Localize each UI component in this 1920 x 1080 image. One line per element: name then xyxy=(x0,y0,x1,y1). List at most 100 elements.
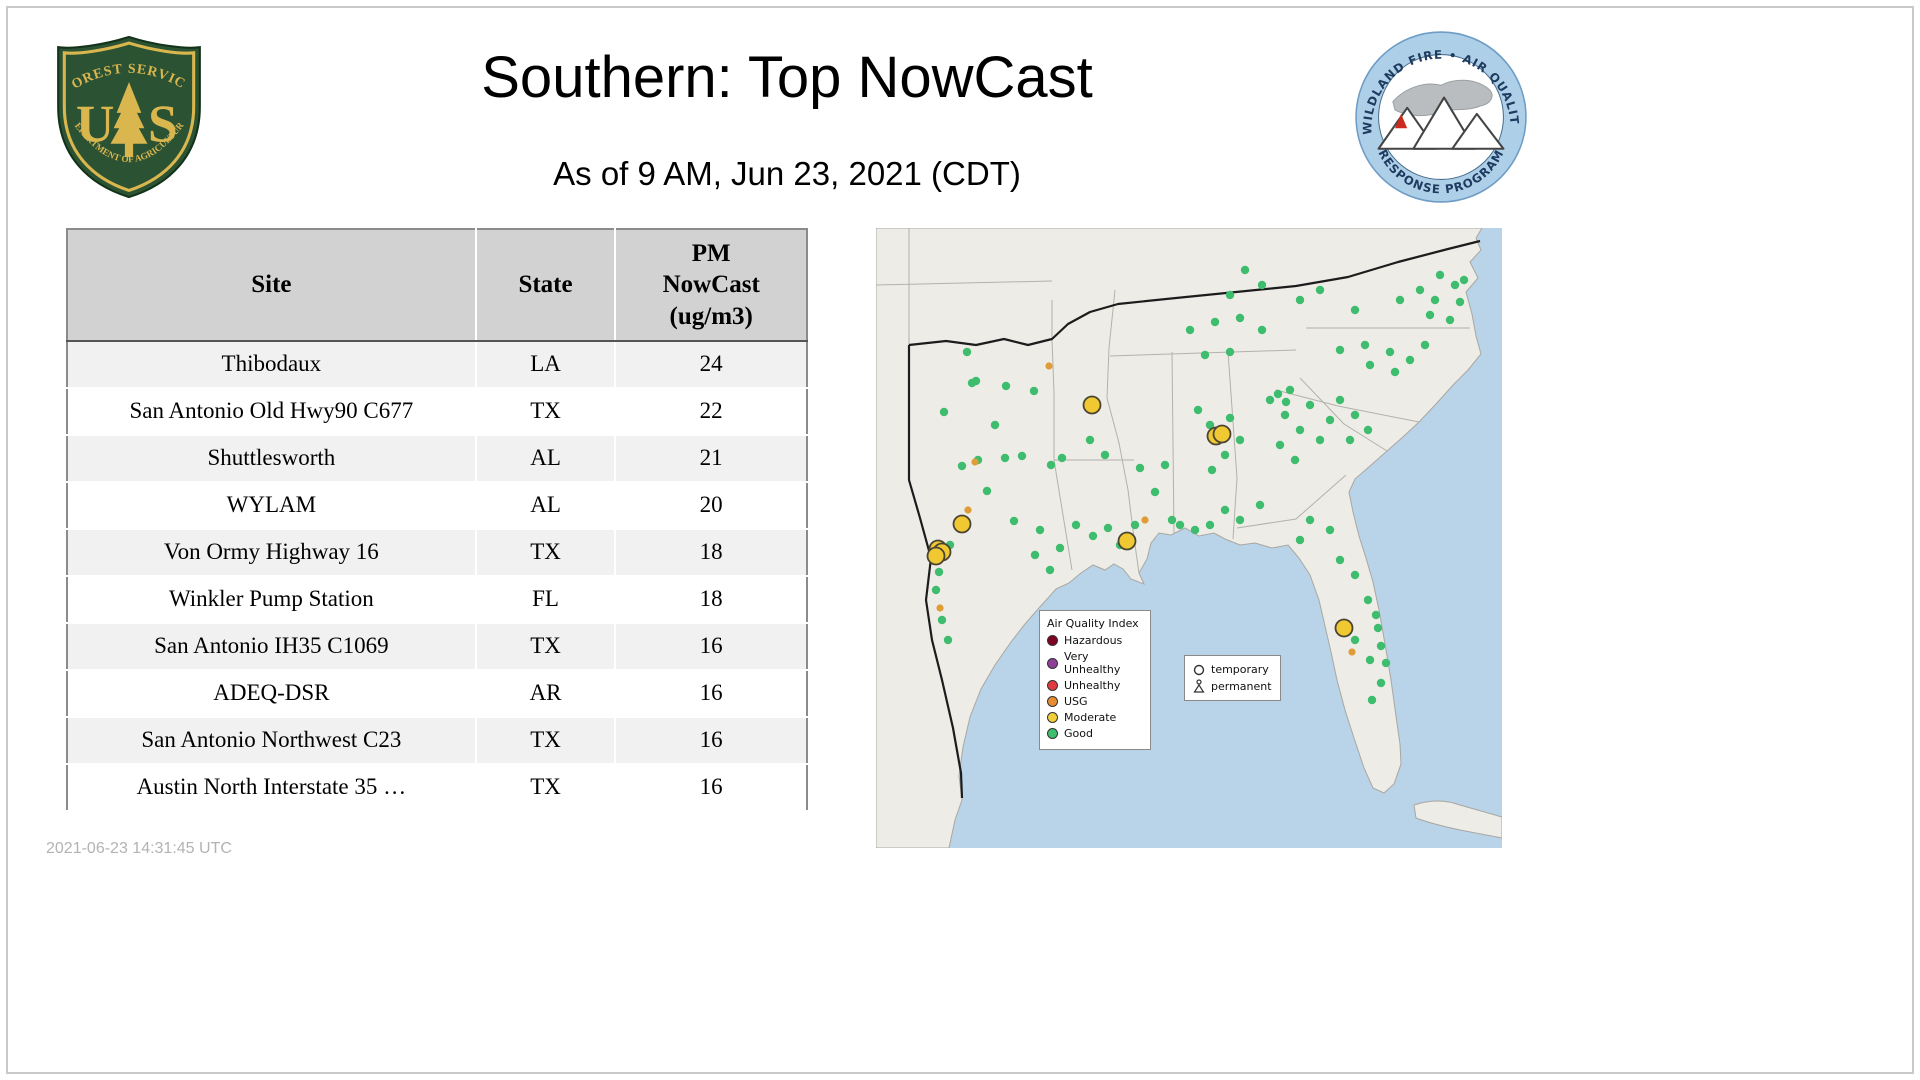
good-monitor-dot xyxy=(957,461,967,471)
good-monitor-dot xyxy=(943,635,953,645)
good-monitor-dot xyxy=(1225,413,1235,423)
moderate-monitor-dot xyxy=(926,546,946,566)
site-cell: Shuttlesworth xyxy=(67,434,476,483)
table-row: San Antonio Old Hwy90 C677 TX 22 xyxy=(67,387,807,436)
pine-tree-icon xyxy=(110,82,148,158)
good-monitor-dot xyxy=(1220,450,1230,460)
legend-label: Good xyxy=(1064,727,1093,740)
permanent-marker-row: permanent xyxy=(1193,679,1272,693)
legend-color-dot xyxy=(1047,657,1058,669)
legend-label: USG xyxy=(1064,695,1088,708)
usg-monitor-dot xyxy=(1045,362,1053,370)
legend-item: Hazardous xyxy=(1047,634,1143,647)
good-monitor-dot xyxy=(1455,297,1465,307)
good-monitor-dot xyxy=(1390,367,1400,377)
shield-gold-border xyxy=(62,41,196,193)
table-row: WYLAM AL 20 xyxy=(67,481,807,530)
moderate-monitor-dot xyxy=(1334,618,1354,638)
good-monitor-dot xyxy=(1257,325,1267,335)
landmass xyxy=(876,228,1483,848)
good-monitor-dot xyxy=(1205,520,1215,530)
permanent-figure-icon xyxy=(1193,679,1205,693)
good-monitor-dot xyxy=(1273,389,1283,399)
marker-type-legend: temporary permanent xyxy=(1184,655,1281,701)
legend-label: Unhealthy xyxy=(1064,679,1121,692)
good-monitor-dot xyxy=(1395,295,1405,305)
good-monitor-dot xyxy=(1360,340,1370,350)
good-monitor-dot xyxy=(1376,641,1386,651)
nowcast-table: Site State PM NowCast (ug/m3) Thibodaux L… xyxy=(66,228,808,812)
good-monitor-dot xyxy=(1335,345,1345,355)
good-monitor-dot xyxy=(1240,265,1250,275)
good-monitor-dot xyxy=(1057,453,1067,463)
good-monitor-dot xyxy=(1371,610,1381,620)
legend-item: USG xyxy=(1047,695,1143,708)
good-monitor-dot xyxy=(1235,515,1245,525)
good-monitor-dot xyxy=(967,378,977,388)
good-monitor-dot xyxy=(1281,397,1291,407)
cuba-landmass xyxy=(1413,800,1502,839)
good-monitor-dot xyxy=(1305,515,1315,525)
good-monitor-dot xyxy=(1325,525,1335,535)
nowcast-table-body: Thibodaux LA 24 San Antonio Old Hwy90 C677 T… xyxy=(67,340,807,812)
header: Southern: Top NowCast As of 9 AM, Jun 23… xyxy=(66,44,1508,193)
legend-item: Good xyxy=(1047,727,1143,740)
table-header-row: Site State PM NowCast (ug/m3) xyxy=(67,229,807,342)
good-monitor-dot xyxy=(1315,435,1325,445)
good-monitor-dot xyxy=(1363,595,1373,605)
good-monitor-dot xyxy=(1045,565,1055,575)
good-monitor-dot xyxy=(1290,455,1300,465)
good-monitor-dot xyxy=(1185,325,1195,335)
value-cell: 16 xyxy=(614,716,807,765)
good-monitor-dot xyxy=(1363,425,1373,435)
col-header-state: State xyxy=(474,229,616,342)
legend-item: Unhealthy xyxy=(1047,679,1143,692)
state-cell: TX xyxy=(474,716,616,765)
legend-label: Moderate xyxy=(1064,711,1117,724)
good-monitor-dot xyxy=(1405,355,1415,365)
good-monitor-dot xyxy=(1350,635,1360,645)
value-cell: 22 xyxy=(614,387,807,436)
value-cell: 16 xyxy=(614,669,807,718)
good-monitor-dot xyxy=(939,407,949,417)
good-monitor-dot xyxy=(1210,317,1220,327)
moderate-monitor-dot xyxy=(952,514,972,534)
good-monitor-dot xyxy=(1135,463,1145,473)
good-monitor-dot xyxy=(1420,340,1430,350)
region-map xyxy=(876,228,1502,848)
good-monitor-dot xyxy=(1385,347,1395,357)
site-cell: Austin North Interstate 35 … xyxy=(67,763,476,812)
legend-color-dot xyxy=(1047,635,1058,646)
good-monitor-dot xyxy=(1235,313,1245,323)
col-header-site: Site xyxy=(67,229,476,342)
good-monitor-dot xyxy=(1295,295,1305,305)
as-of-subtitle: As of 9 AM, Jun 23, 2021 (CDT) xyxy=(553,155,1021,192)
value-cell: 16 xyxy=(614,763,807,812)
map-panel: Air Quality Index Hazardous Very Unhealth… xyxy=(876,228,1502,848)
good-monitor-dot xyxy=(1367,695,1377,705)
good-monitor-dot xyxy=(1275,440,1285,450)
table-row: ADEQ-DSR AR 16 xyxy=(67,669,807,718)
generated-timestamp: 2021-06-23 14:31:45 UTC xyxy=(46,840,232,857)
table-row: San Antonio IH35 C1069 TX 16 xyxy=(67,622,807,671)
good-monitor-dot xyxy=(1265,395,1275,405)
good-monitor-dot xyxy=(1200,350,1210,360)
legend-color-dot xyxy=(1047,728,1058,739)
good-monitor-dot xyxy=(1035,525,1045,535)
good-monitor-dot xyxy=(1193,405,1203,415)
good-monitor-dot xyxy=(1001,381,1011,391)
good-monitor-dot xyxy=(1373,623,1383,633)
site-cell: Thibodaux xyxy=(67,340,476,389)
good-monitor-dot xyxy=(1017,451,1027,461)
good-monitor-dot xyxy=(934,567,944,577)
moderate-monitor-dot xyxy=(1212,424,1232,444)
good-monitor-dot xyxy=(1345,435,1355,445)
smoke-landmass-shape xyxy=(1392,79,1493,117)
good-monitor-dot xyxy=(1381,658,1391,668)
col-header-pm-nowcast: PM NowCast (ug/m3) xyxy=(614,229,807,342)
state-cell: TX xyxy=(474,763,616,812)
value-cell: 18 xyxy=(614,575,807,624)
value-cell: 20 xyxy=(614,481,807,530)
state-cell: TX xyxy=(474,622,616,671)
state-cell: FL xyxy=(474,575,616,624)
